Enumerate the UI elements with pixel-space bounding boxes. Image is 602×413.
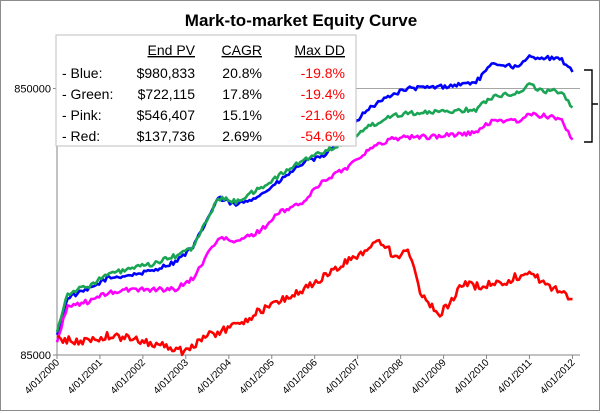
- table-cagr: 15.1%: [222, 107, 262, 123]
- table-header: CAGR: [222, 42, 262, 58]
- table-header: End PV: [148, 42, 196, 58]
- table-header: Max DD: [294, 42, 345, 58]
- series-line-green: [55, 82, 574, 333]
- table-cagr: 2.69%: [222, 128, 262, 144]
- series-line-blue: [55, 54, 574, 336]
- x-tick-label: 4/01/2010: [452, 357, 492, 397]
- table-max-dd: -19.4%: [301, 86, 345, 102]
- series-line-red: [56, 238, 573, 357]
- x-tick-label: 4/01/2004: [195, 357, 235, 397]
- x-axis-ticks: 4/01/2000 4/01/2001 4/01/2002 4/01/2003 4/01…: [23, 355, 578, 397]
- table-row-label: - Blue:: [62, 65, 102, 81]
- x-tick-label: 4/01/2002: [109, 357, 149, 397]
- stats-table-box: [55, 34, 357, 147]
- y-tick-label: 850000: [14, 84, 51, 96]
- table-row-label: - Green:: [62, 86, 113, 102]
- y-tick-label: 85000: [20, 350, 51, 362]
- table-max-dd: -54.6%: [301, 128, 345, 144]
- x-tick-label: 4/01/2007: [323, 357, 363, 397]
- x-tick-label: 4/01/2001: [66, 357, 106, 397]
- right-bracket: [584, 69, 598, 143]
- x-tick-label: 4/01/2008: [367, 357, 407, 397]
- x-tick-label: 4/01/2006: [281, 357, 321, 397]
- table-cagr: 20.8%: [222, 65, 262, 81]
- y-axis-ticks: 85000 850000: [14, 84, 57, 362]
- x-tick-label: 4/01/2009: [409, 357, 449, 397]
- x-tick-label: 4/01/2012: [538, 357, 578, 397]
- stats-table: End PV CAGR Max DD - Blue: $980,833 20.8% -19.…: [55, 34, 357, 147]
- x-tick-label: 4/01/2000: [23, 357, 63, 397]
- stats-table-body: End PV CAGR Max DD - Blue: $980,833 20.8% -19.…: [62, 42, 345, 144]
- table-max-dd: -21.6%: [301, 107, 345, 123]
- table-end-pv: $137,736: [137, 128, 196, 144]
- x-tick-label: 4/01/2011: [496, 357, 535, 396]
- table-row-label: - Pink:: [62, 107, 102, 123]
- table-row-label: - Red:: [62, 128, 100, 144]
- x-tick-label: 4/01/2005: [238, 357, 278, 397]
- series-line-pink: [55, 111, 574, 343]
- chart-title: Mark-to-market Equity Curve: [185, 11, 417, 30]
- table-end-pv: $980,833: [137, 65, 196, 81]
- table-end-pv: $546,407: [137, 107, 196, 123]
- series-lines: [55, 54, 574, 357]
- x-tick-label: 4/01/2003: [152, 357, 192, 397]
- table-end-pv: $722,115: [138, 86, 196, 102]
- table-cagr: 17.8%: [222, 86, 262, 102]
- table-max-dd: -19.8%: [301, 65, 345, 81]
